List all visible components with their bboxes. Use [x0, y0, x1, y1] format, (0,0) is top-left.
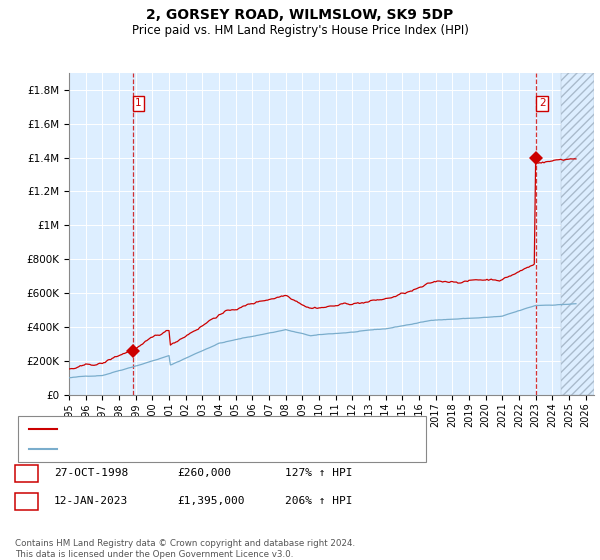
Text: 1: 1: [135, 99, 142, 108]
Text: 2: 2: [23, 496, 30, 506]
Text: Contains HM Land Registry data © Crown copyright and database right 2024.
This d: Contains HM Land Registry data © Crown c…: [15, 539, 355, 559]
Text: 27-OCT-1998: 27-OCT-1998: [54, 468, 128, 478]
Text: 12-JAN-2023: 12-JAN-2023: [54, 496, 128, 506]
Text: £260,000: £260,000: [177, 468, 231, 478]
Text: Price paid vs. HM Land Registry's House Price Index (HPI): Price paid vs. HM Land Registry's House …: [131, 24, 469, 36]
Text: 2, GORSEY ROAD, WILMSLOW, SK9 5DP: 2, GORSEY ROAD, WILMSLOW, SK9 5DP: [146, 8, 454, 22]
Text: £1,395,000: £1,395,000: [177, 496, 245, 506]
Bar: [560, 73, 594, 395]
Text: 2, GORSEY ROAD, WILMSLOW, SK9 5DP (detached house): 2, GORSEY ROAD, WILMSLOW, SK9 5DP (detac…: [63, 424, 364, 434]
Text: 2: 2: [539, 99, 545, 108]
Text: 1: 1: [23, 468, 30, 478]
Text: HPI: Average price, detached house, Cheshire East: HPI: Average price, detached house, Ches…: [63, 444, 328, 454]
Text: 206% ↑ HPI: 206% ↑ HPI: [285, 496, 353, 506]
Text: 127% ↑ HPI: 127% ↑ HPI: [285, 468, 353, 478]
